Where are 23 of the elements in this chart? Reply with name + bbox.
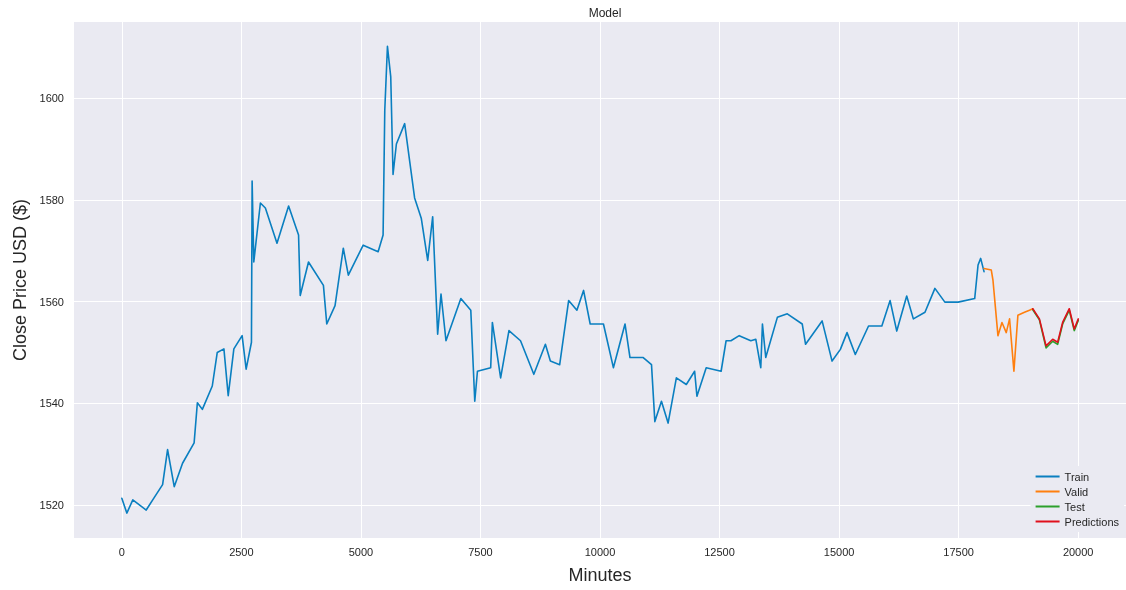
x-tick-label: 15000 [823,545,855,558]
x-tick-label: 17500 [943,545,974,558]
y-tick-label: 1540 [39,397,64,410]
x-tick-label: 7500 [468,545,493,558]
x-tick-label: 5000 [348,545,374,558]
y-tick-label: 1600 [39,92,64,105]
x-axis-title: Minutes [568,565,632,585]
x-tick-label: 12500 [704,545,735,558]
y-tick-label: 1520 [39,498,64,511]
y-tick-label: 1580 [39,193,64,206]
x-tick-label: 2500 [229,545,254,558]
legend-label: Predictions [1064,515,1120,528]
line-series [121,45,985,514]
x-tick-label: 10000 [584,545,616,558]
legend-label: Valid [1064,485,1089,498]
y-tick-label: 1560 [39,295,64,308]
x-tick-label: 0 [118,545,125,558]
y-axis-title: Close Price USD ($) [9,198,30,362]
x-tick-label: 20000 [1062,545,1094,558]
line-series [983,267,1034,373]
legend-label: Train [1064,470,1090,483]
legend-label: Test [1064,500,1085,513]
chart-title: Model [588,6,622,20]
